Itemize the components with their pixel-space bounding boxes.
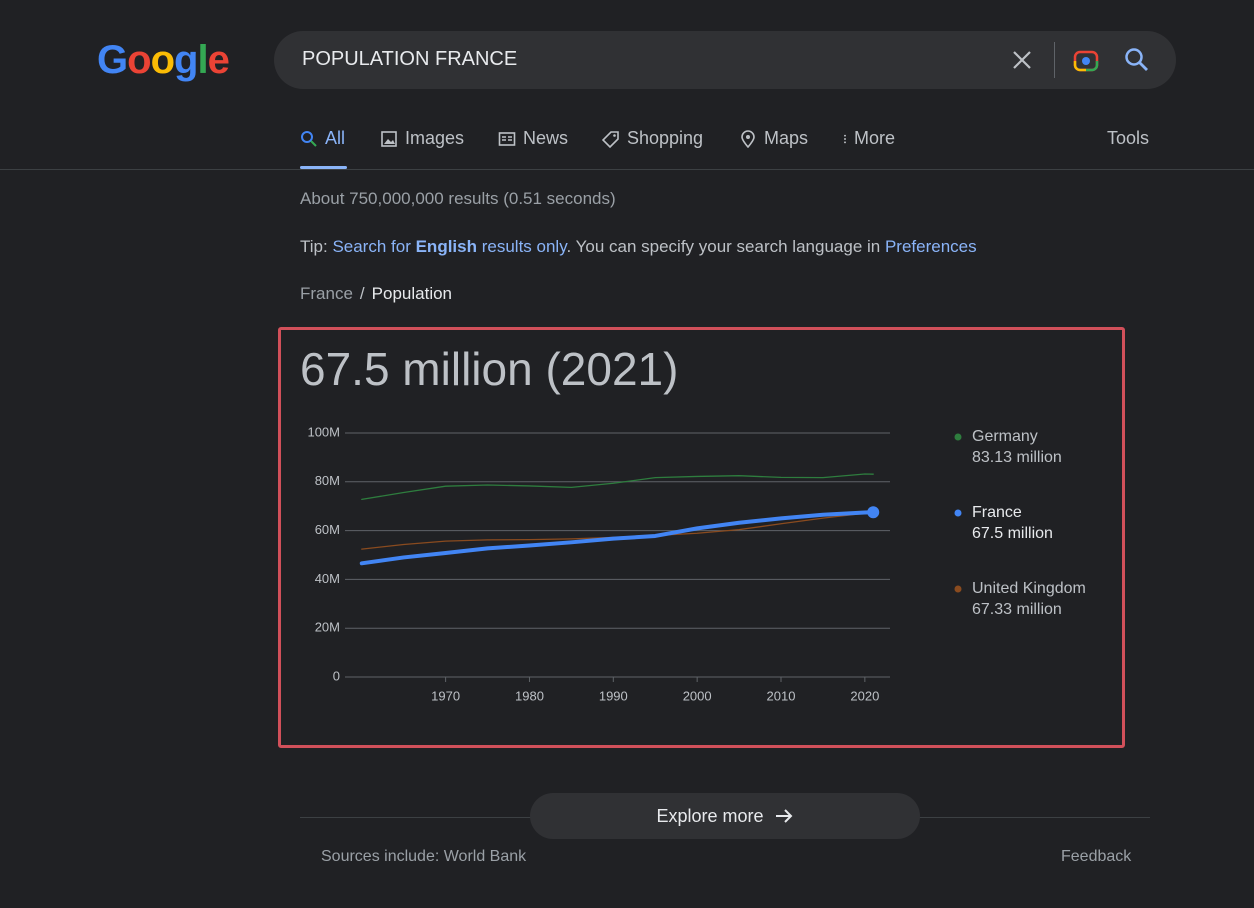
tab-label: Shopping xyxy=(627,128,704,148)
series-line xyxy=(361,473,874,501)
y-tick-label: 20M xyxy=(315,620,340,635)
tip-link-text: Search for xyxy=(332,237,416,256)
tab-label: Images xyxy=(405,128,465,148)
y-tick-label: 0 xyxy=(333,668,340,683)
y-tick-label: 100M xyxy=(307,424,340,439)
x-tick-label: 2010 xyxy=(767,688,796,703)
legend-dot xyxy=(954,509,962,517)
tab-icon xyxy=(602,130,619,148)
y-tick-label: 40M xyxy=(315,571,340,586)
arrow-icon xyxy=(775,809,792,823)
series-line xyxy=(359,510,876,566)
explore-label: Explore more xyxy=(656,805,764,826)
tab-label: News xyxy=(523,128,569,148)
tab-label: All xyxy=(325,128,346,148)
search-box[interactable] xyxy=(274,31,1176,89)
legend-dot xyxy=(954,585,962,593)
legend-name: France xyxy=(972,504,1022,521)
legend-value: 67.33 million xyxy=(972,601,1062,618)
tip: Tip: Search for English results only. Yo… xyxy=(300,237,977,257)
separator xyxy=(0,169,1254,170)
x-tick-label: 1980 xyxy=(515,688,544,703)
lens-icon[interactable] xyxy=(1072,47,1100,75)
logo[interactable]: Google xyxy=(97,38,230,83)
legend-dot xyxy=(954,433,962,441)
tab-icon xyxy=(844,134,846,143)
tip-text: Tip: xyxy=(300,237,333,256)
legend-value: 67.5 million xyxy=(972,525,1053,542)
logo-letter: o xyxy=(127,38,151,82)
breadcrumb: France / Population xyxy=(300,284,452,304)
tip-text: . You can specify your search language i… xyxy=(566,237,885,256)
clear-icon[interactable] xyxy=(1010,48,1034,72)
chart-title: 67.5 million (2021) xyxy=(300,343,678,395)
logo-letter: o xyxy=(150,38,175,82)
result-stats: About 750,000,000 results (0.51 seconds) xyxy=(300,189,616,208)
sources: Sources include: World Bank xyxy=(321,848,527,865)
tip-bold: English xyxy=(415,237,477,256)
logo-letter: l xyxy=(197,38,208,82)
x-tick-label: 1990 xyxy=(599,688,628,703)
tip-link[interactable]: Preferences xyxy=(884,237,977,256)
tab[interactable]: Maps xyxy=(739,128,808,149)
tab-icon xyxy=(381,130,397,147)
breadcrumb-sep: / xyxy=(359,284,365,303)
tip-link[interactable]: Search for English results only xyxy=(332,237,566,256)
legend-name: Germany xyxy=(972,428,1038,445)
tab-icon xyxy=(301,130,317,147)
logo-letter: g xyxy=(174,38,198,82)
breadcrumb-item[interactable]: France xyxy=(300,284,353,303)
tab-label: More xyxy=(854,128,896,148)
x-tick-label: 1970 xyxy=(431,688,460,703)
tab-icon xyxy=(741,129,755,148)
tools[interactable]: Tools xyxy=(1107,128,1150,148)
legend-name: United Kingdom xyxy=(972,580,1086,597)
y-tick-label: 60M xyxy=(315,522,340,537)
feedback[interactable]: Feedback xyxy=(1061,848,1132,865)
x-tick-label: 2000 xyxy=(683,688,712,703)
y-tick-label: 80M xyxy=(315,473,340,488)
search-query[interactable]: POPULATION FRANCE xyxy=(302,48,518,70)
tab[interactable]: Shopping xyxy=(602,128,703,149)
tab-label: Maps xyxy=(764,128,809,148)
explore-button[interactable]: Explore more xyxy=(530,793,920,839)
search-icon[interactable] xyxy=(1124,47,1150,73)
tab[interactable]: Images xyxy=(380,128,464,149)
divider xyxy=(1054,42,1055,78)
tab-underline xyxy=(300,166,347,169)
legend-value: 83.13 million xyxy=(972,449,1062,466)
end-point xyxy=(867,506,880,519)
x-tick-label: 2020 xyxy=(850,688,879,703)
tip-link-text: results only xyxy=(477,237,567,256)
tab[interactable]: More xyxy=(840,128,895,149)
logo-letter: G xyxy=(97,38,128,82)
breadcrumb-item: Population xyxy=(371,284,452,303)
chart: 67.5 million (2021) 0 20M 40M 60M 80M 100M 197… xyxy=(278,327,1125,748)
logo-letter: e xyxy=(207,38,230,82)
tab-icon xyxy=(498,131,516,146)
tab[interactable]: News xyxy=(498,128,568,149)
tab[interactable]: All xyxy=(300,128,345,149)
